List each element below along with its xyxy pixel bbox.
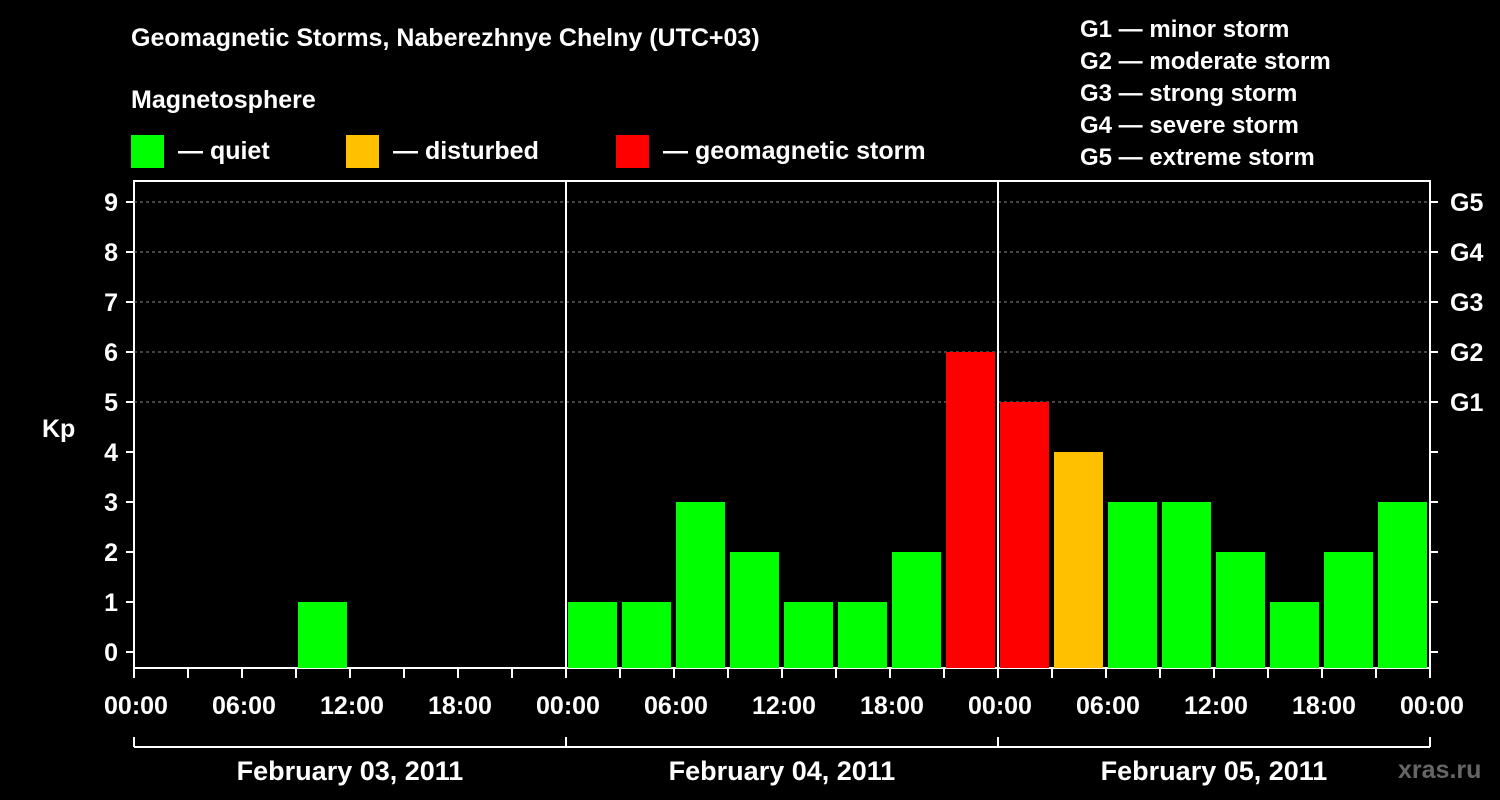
- x-tick-label: 12:00: [752, 692, 816, 720]
- day-label: February 03, 2011: [237, 756, 464, 786]
- y-tick-label: 7: [104, 289, 118, 317]
- bar: [892, 552, 941, 668]
- storm-scale-legend: G1 — minor storm G2 — moderate storm G3 …: [1080, 14, 1331, 174]
- right-tick-label-g3: G3: [1450, 289, 1483, 317]
- scale-g5: G5 — extreme storm: [1080, 144, 1315, 171]
- scale-g1: G1 — minor storm: [1080, 16, 1290, 43]
- legend-item-quiet: — quiet: [131, 134, 270, 168]
- y-tick-label: 5: [104, 389, 118, 417]
- bar: [1108, 502, 1157, 668]
- chart-subtitle: Magnetosphere: [131, 86, 316, 114]
- x-tick-label: 00:00: [1400, 692, 1464, 720]
- scale-g4: G4 — severe storm: [1080, 112, 1299, 139]
- day-label: February 04, 2011: [669, 756, 896, 786]
- bar: [1270, 602, 1319, 668]
- x-tick-label: 18:00: [428, 692, 492, 720]
- bar: [730, 552, 779, 668]
- bar: [1378, 502, 1427, 668]
- bar: [568, 602, 617, 668]
- legend-label-quiet: — quiet: [178, 136, 270, 165]
- x-tick-label: 00:00: [104, 692, 168, 720]
- bar: [1324, 552, 1373, 668]
- watermark: xras.ru: [1398, 756, 1482, 784]
- legend-label-storm: — geomagnetic storm: [663, 136, 926, 165]
- legend-swatch-disturbed: [346, 134, 379, 168]
- legend-swatch-storm: [616, 134, 649, 168]
- y-tick-label: 0: [104, 639, 118, 667]
- y-tick-label: 9: [104, 189, 118, 217]
- legend-item-disturbed: — disturbed: [346, 134, 539, 168]
- bar: [298, 602, 347, 668]
- right-tick-label-g5: G5: [1450, 189, 1483, 217]
- y-tick-label: 6: [104, 339, 118, 367]
- day-label: February 05, 2011: [1101, 756, 1328, 786]
- x-tick-label: 06:00: [1076, 692, 1140, 720]
- bar: [1000, 402, 1049, 668]
- y-tick-label: 3: [104, 489, 118, 517]
- y-tick-label: 8: [104, 239, 118, 267]
- bar: [622, 602, 671, 668]
- legend-swatch-quiet: [131, 134, 164, 168]
- bar: [1162, 502, 1211, 668]
- y-tick-label: 1: [104, 589, 118, 617]
- scale-g3: G3 — strong storm: [1080, 80, 1298, 107]
- y-axis-label: Kp: [42, 415, 75, 443]
- right-tick-label-g4: G4: [1450, 239, 1483, 267]
- bar: [1054, 452, 1103, 668]
- bar: [784, 602, 833, 668]
- chart-title: Geomagnetic Storms, Naberezhnye Chelny (…: [131, 24, 760, 52]
- bar: [1216, 552, 1265, 668]
- x-tick-label: 18:00: [860, 692, 924, 720]
- right-tick-label-g1: G1: [1450, 389, 1483, 417]
- bar: [838, 602, 887, 668]
- bar: [946, 352, 995, 668]
- x-tick-label: 06:00: [212, 692, 276, 720]
- right-tick-label-g2: G2: [1450, 339, 1483, 367]
- legend-label-disturbed: — disturbed: [393, 136, 539, 165]
- bar: [676, 502, 725, 668]
- legend-item-storm: — geomagnetic storm: [616, 134, 926, 168]
- y-tick-label: 2: [104, 539, 118, 567]
- x-tick-label: 06:00: [644, 692, 708, 720]
- x-tick-label: 00:00: [968, 692, 1032, 720]
- x-tick-label: 00:00: [536, 692, 600, 720]
- scale-g2: G2 — moderate storm: [1080, 48, 1331, 75]
- x-tick-label: 12:00: [1184, 692, 1248, 720]
- x-tick-label: 18:00: [1292, 692, 1356, 720]
- y-tick-label: 4: [104, 439, 118, 467]
- x-tick-label: 12:00: [320, 692, 384, 720]
